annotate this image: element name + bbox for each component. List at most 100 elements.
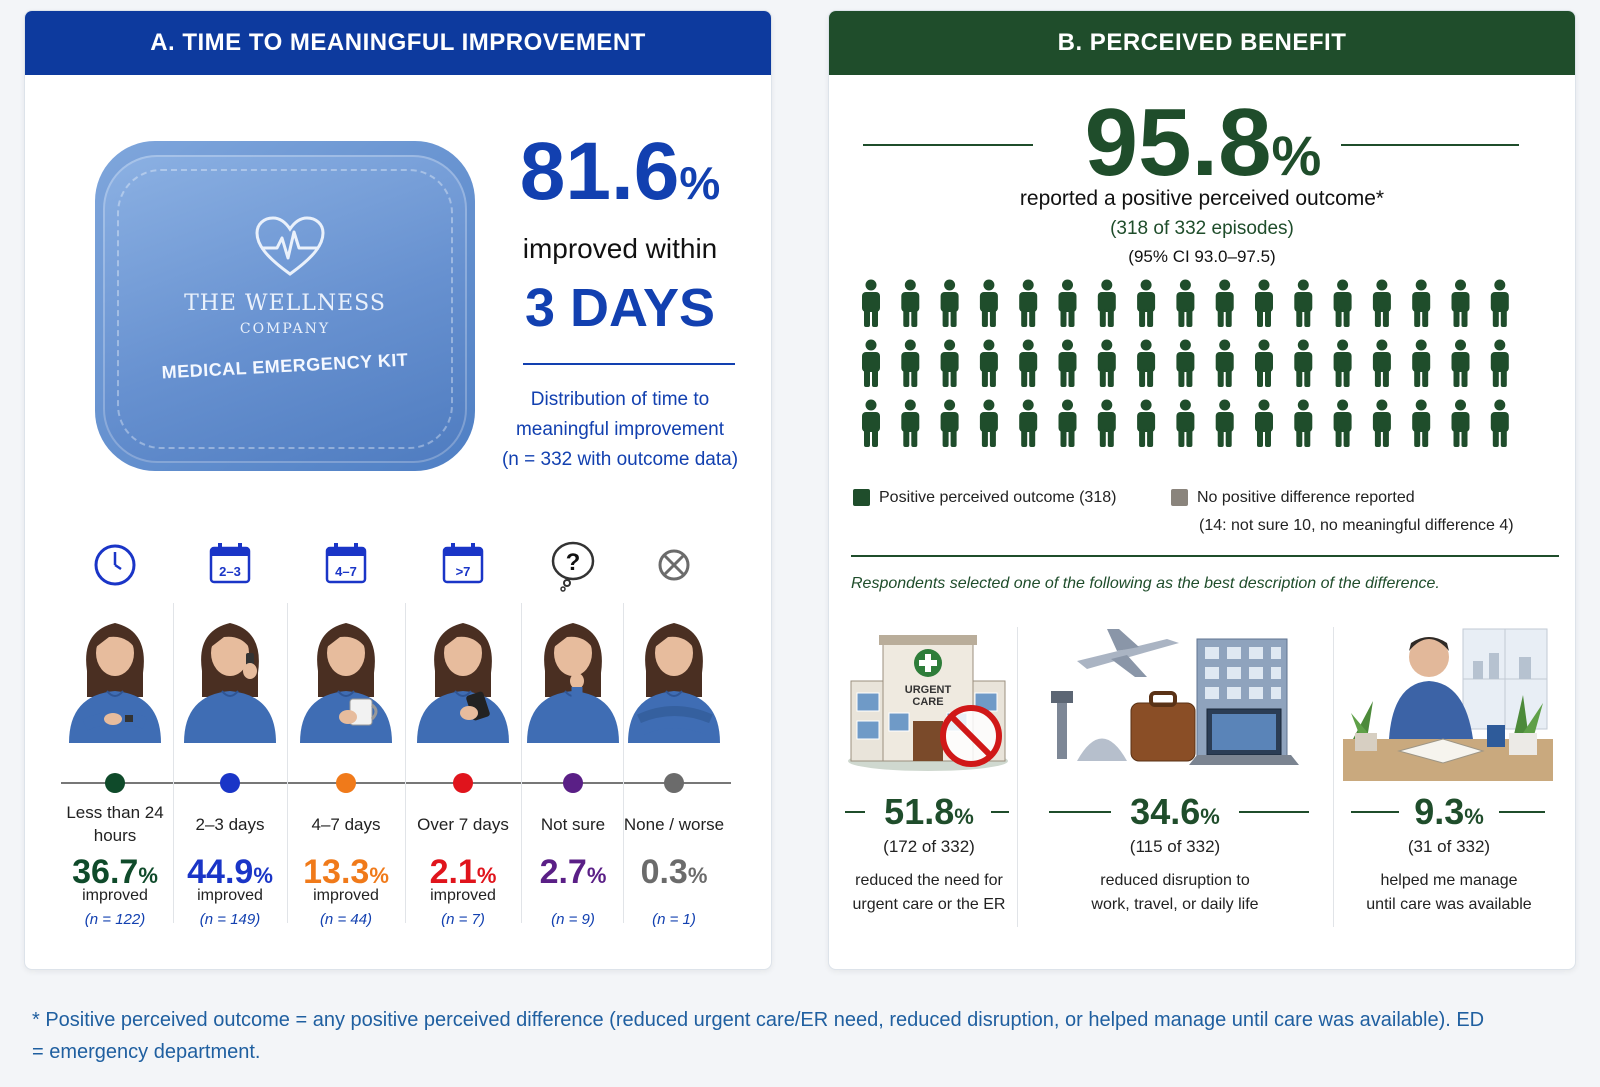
improved-label: improved	[313, 887, 379, 904]
person-icon-positive	[1451, 279, 1470, 327]
person-icon-positive	[1490, 279, 1509, 327]
icon-label: >7	[456, 564, 471, 579]
cancel-icon	[658, 549, 690, 581]
timeline-dot	[563, 773, 583, 793]
svg-text:CARE: CARE	[912, 696, 943, 708]
value-label: 2.7%	[539, 853, 607, 891]
benefit-count: (31 of 332)	[1407, 837, 1491, 856]
timeline-dot	[336, 773, 356, 793]
calendar-4-7-icon: 4–7	[325, 543, 367, 584]
person-icon-positive	[979, 339, 998, 387]
person-icon-positive	[862, 399, 880, 447]
calendar-2-3-icon: 2–3	[209, 543, 251, 584]
n-label: (n = 44)	[319, 911, 373, 928]
headline-subtitle: improved within	[522, 233, 718, 264]
n-label: (n = 1)	[652, 911, 696, 928]
person-icon-positive	[940, 399, 959, 447]
person-icon-positive	[1412, 399, 1431, 447]
value-label: 0.3%	[640, 853, 708, 891]
benefit-episodes: (318 of 332 episodes)	[1110, 218, 1294, 239]
legend-negative-detail: (14: not sure 10, no meaningful differen…	[1199, 517, 1514, 534]
person-icon-positive	[1176, 399, 1195, 447]
category-label: Over 7 days	[417, 814, 509, 834]
person-icon-positive	[1294, 279, 1313, 327]
headline-days: 3 DAYS	[524, 278, 716, 338]
column-separator	[405, 603, 406, 923]
person-icon-positive	[1255, 339, 1273, 387]
benefit-value: 51.8%	[884, 791, 974, 832]
n-label: (n = 9)	[551, 911, 595, 928]
benefit-note: Respondents selected one of the followin…	[851, 575, 1440, 592]
person-illustration	[527, 623, 619, 743]
value-label: 44.9%	[187, 853, 273, 891]
benefit-count: (172 of 332)	[883, 837, 975, 856]
pictogram-chart	[857, 275, 1537, 507]
section-divider	[851, 555, 1559, 557]
person-icon-positive	[1137, 279, 1156, 327]
improved-label: improved	[82, 887, 148, 904]
travel-work-icon	[1051, 629, 1299, 765]
person-icon-positive	[1412, 279, 1431, 327]
legend-swatch-positive	[853, 489, 870, 506]
pictogram-svg	[862, 279, 1509, 507]
person-icon-positive	[1058, 339, 1077, 387]
icon-label: 2–3	[219, 564, 241, 579]
benefit-headline-percent: 95.8%	[1084, 89, 1322, 196]
person-icon-positive	[901, 339, 920, 387]
person-illustration	[184, 623, 276, 743]
person-icon-positive	[1294, 339, 1313, 387]
category-label: Not sure	[540, 814, 606, 834]
kit-brand-name: THE WELLNESS	[184, 291, 386, 316]
benefit-count: (115 of 332)	[1129, 837, 1221, 856]
person-illustration	[628, 623, 720, 743]
legend-positive: Positive perceived outcome (318)	[879, 489, 1117, 506]
benefit-value: 9.3%	[1414, 791, 1484, 832]
benefit-value: 34.6%	[1130, 791, 1220, 832]
headline-percent: 81.6%	[519, 126, 721, 217]
column-separator	[521, 603, 522, 923]
person-icon-positive	[1255, 399, 1273, 447]
legend-swatch-negative	[1171, 489, 1188, 506]
value-rule	[845, 811, 865, 813]
svg-text:URGENT: URGENT	[905, 684, 952, 696]
category-label: None / worse	[623, 814, 725, 834]
value-rule	[1351, 811, 1399, 813]
urgent-care-building-icon: URGENT CARE	[848, 635, 1008, 771]
person-illustration	[417, 623, 509, 743]
timeline-dot	[220, 773, 240, 793]
value-label: 13.3%	[303, 853, 389, 891]
panel-a-title: A. TIME TO MEANINGFUL IMPROVEMENT	[25, 11, 771, 75]
person-icon-positive	[1058, 399, 1077, 447]
medical-kit-illustration: THE WELLNESS COMPANY MEDICAL EMERGENCY K…	[95, 141, 475, 471]
person-icon-positive	[862, 339, 880, 387]
benefit-ci: (95% CI 93.0–97.5)	[1128, 247, 1276, 266]
heart-pulse-logo-icon	[255, 216, 325, 276]
person-icon-positive	[1333, 279, 1352, 327]
person-icon-positive	[1451, 339, 1470, 387]
person-icon-positive	[1137, 339, 1156, 387]
n-label: (n = 7)	[441, 911, 485, 928]
kit-brand-company: COMPANY	[239, 321, 331, 337]
person-icon-positive	[1412, 339, 1431, 387]
person-icon-positive	[979, 279, 998, 327]
person-icon-positive	[1176, 339, 1195, 387]
person-icon-positive	[1372, 279, 1391, 327]
person-icon-positive	[1137, 399, 1156, 447]
person-icon-positive	[1294, 399, 1313, 447]
person-icon-positive	[1097, 279, 1116, 327]
person-icon-positive	[1372, 399, 1391, 447]
person-icon-positive	[1215, 339, 1234, 387]
value-label: 36.7%	[72, 853, 158, 891]
panel-perceived-benefit: B. PERCEIVED BENEFIT 95.8% reported a po…	[828, 10, 1576, 970]
person-icon-positive	[940, 339, 959, 387]
value-label: 2.1%	[429, 853, 497, 891]
timeline-dot	[453, 773, 473, 793]
category-label: Less than 24 hours	[66, 803, 164, 845]
benefit-separator	[1017, 627, 1018, 927]
value-rule	[1499, 811, 1545, 813]
headline-rule-right	[1341, 144, 1519, 146]
footnote: * Positive perceived outcome = any posit…	[32, 1009, 1485, 1063]
person-icon-positive	[940, 279, 959, 327]
legend-negative: No positive difference reported	[1197, 489, 1415, 506]
person-icon-positive	[1019, 279, 1038, 327]
